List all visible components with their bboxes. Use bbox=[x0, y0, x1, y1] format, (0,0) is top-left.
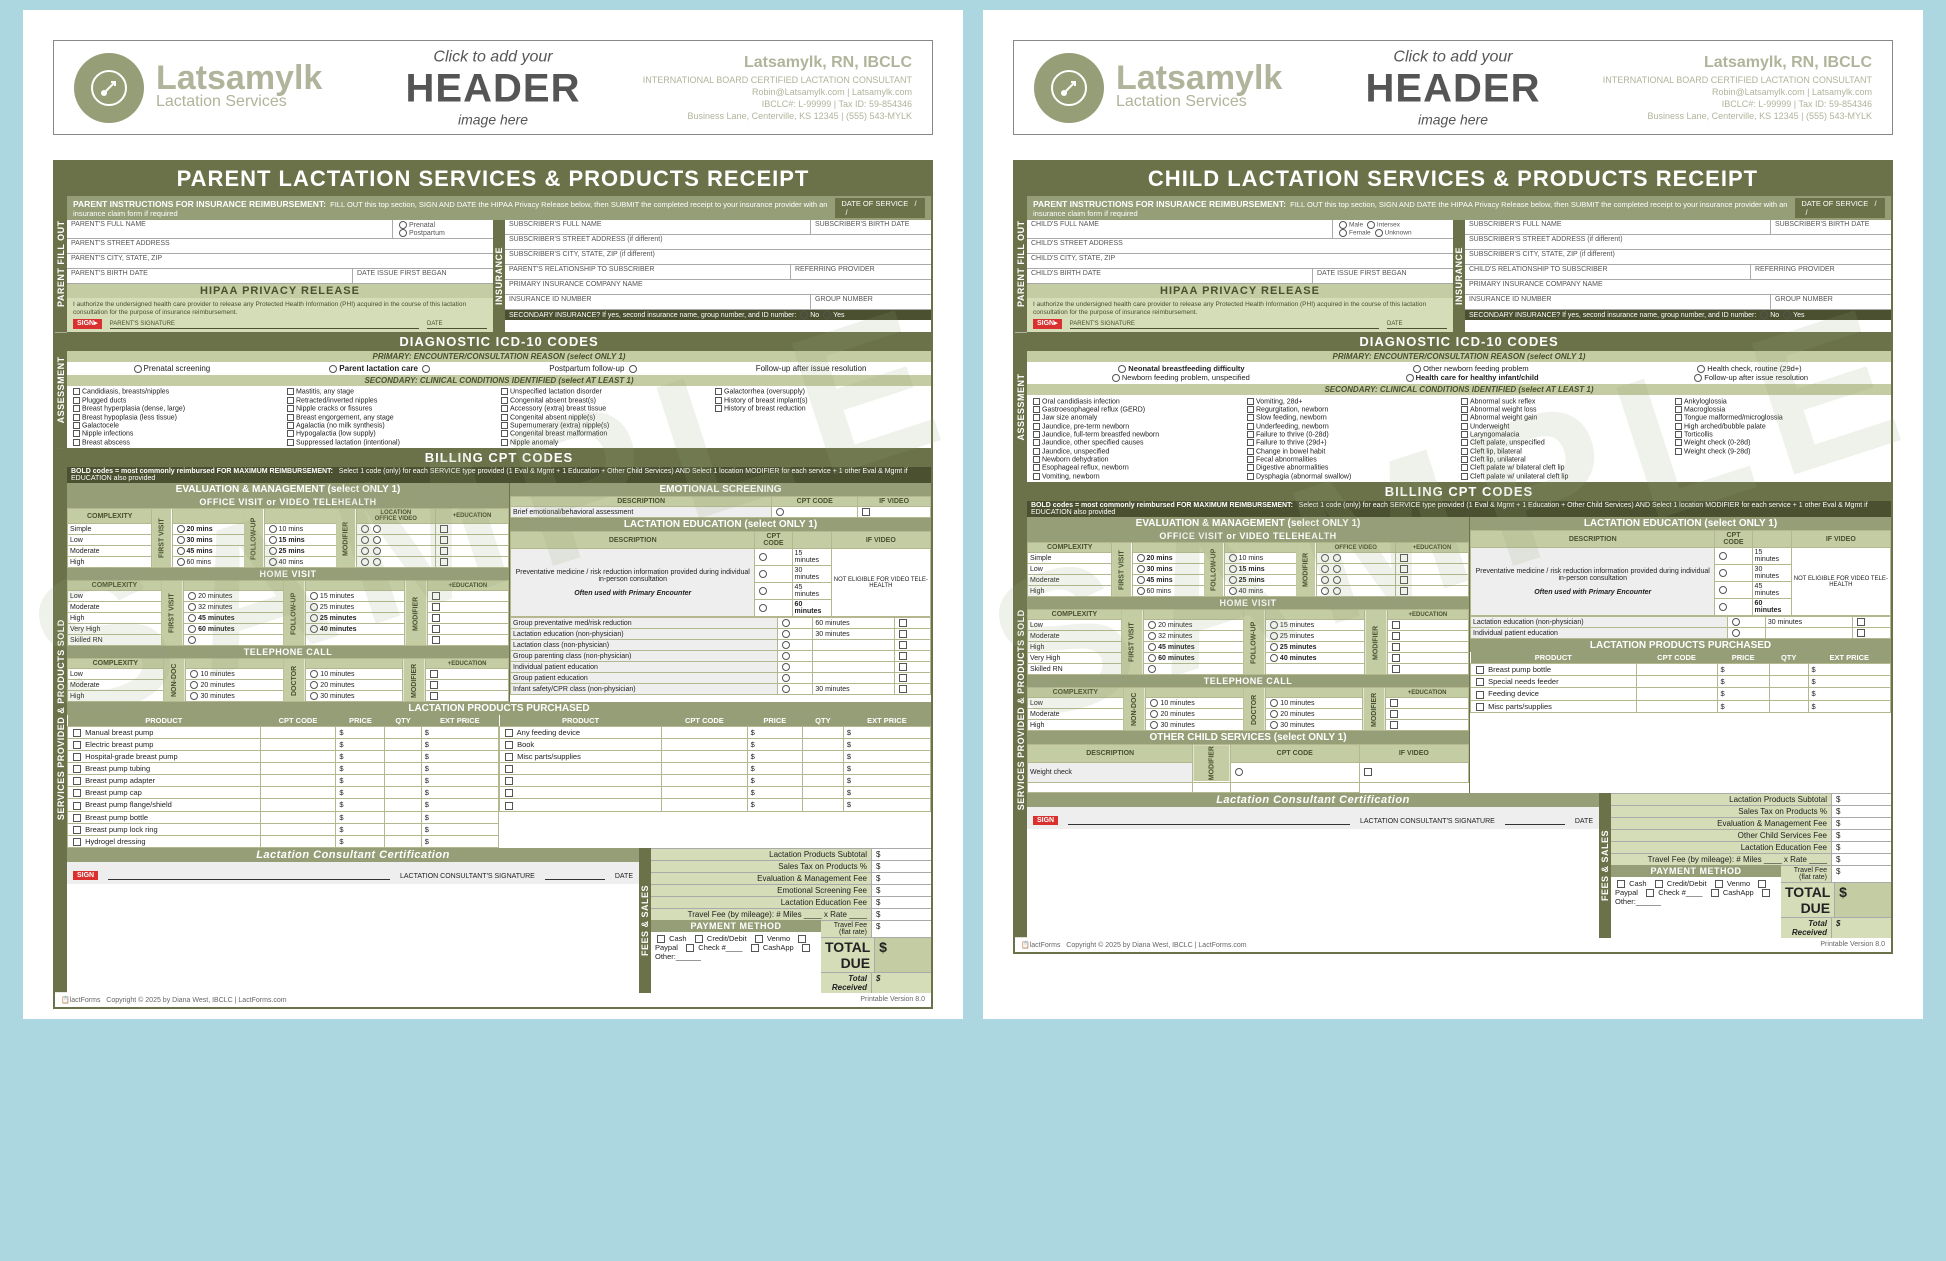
field-parent-csz[interactable]: PARENT'S CITY, STATE, ZIP bbox=[67, 254, 493, 268]
header-cta[interactable]: Click to add your HEADER image here bbox=[1366, 48, 1541, 127]
icd-conditions-grid[interactable]: Candidiasis, breasts/nipplesMastitis, an… bbox=[67, 386, 931, 448]
office-visit-table[interactable]: COMPLEXITYFIRST VISITFOLLOW-UPMODIFIERLO… bbox=[67, 508, 509, 568]
emotional-table[interactable]: DESCRIPTIONCPT CODEIF VIDEO Brief emotio… bbox=[510, 496, 931, 518]
field-parent-bd[interactable]: PARENT'S BIRTH DATE bbox=[67, 269, 353, 283]
icd-title: DIAGNOSTIC ICD-10 CODES bbox=[67, 332, 931, 351]
icd-primary-grid[interactable]: Neonatal breastfeeding difficulty Other … bbox=[1027, 362, 1891, 384]
payment-method[interactable]: Cash Credit/Debit Venmo Paypal Check #__… bbox=[651, 932, 821, 963]
logo-icon bbox=[1034, 53, 1104, 123]
vlabel-insurance: INSURANCE bbox=[493, 220, 505, 332]
header-box: Latsamylk Lactation Services Click to ad… bbox=[1013, 40, 1893, 135]
sign-icon: SIGN bbox=[73, 871, 98, 880]
cpt-title: BILLING CPT CODES bbox=[67, 448, 931, 467]
totals-block: Lactation Products Subtotal$Sales Tax on… bbox=[651, 848, 931, 993]
child-page: SAMPLE Latsamylk Lactation Services Clic… bbox=[983, 10, 1923, 1019]
child-products-table[interactable]: PRODUCTCPT CODEPRICEQTYEXT PRICE Breast … bbox=[1470, 652, 1891, 712]
brand-block: Latsamylk Lactation Services bbox=[156, 64, 322, 111]
brand-name: Latsamylk bbox=[156, 64, 322, 93]
sign-arrow-icon: SIGN▸ bbox=[1033, 319, 1062, 329]
logo-icon bbox=[74, 53, 144, 123]
header-cta[interactable]: Click to add your HEADER image here bbox=[406, 48, 581, 127]
parent-page: SAMPLE Latsamylk Lactation Services Clic… bbox=[23, 10, 963, 1019]
vlabel-fees: FEES & SALES bbox=[639, 848, 651, 993]
form-title: PARENT LACTATION SERVICES & PRODUCTS REC… bbox=[55, 162, 931, 196]
footer: 📋lactForms Copyright © 2025 by Diana Wes… bbox=[55, 993, 931, 1007]
education-rows-table[interactable]: Group preventative med/risk reduction60 … bbox=[510, 617, 931, 695]
parent-form: PARENT LACTATION SERVICES & PRODUCTS REC… bbox=[53, 160, 933, 1009]
header-box: Latsamylk Lactation Services Click to ad… bbox=[53, 40, 933, 135]
field-date-issue[interactable]: DATE ISSUE FIRST BEGAN bbox=[353, 269, 493, 283]
vlabel-parent-fillout: PARENT FILL OUT bbox=[55, 196, 67, 332]
cpt-note: BOLD codes = most commonly reimbursed FO… bbox=[67, 467, 931, 483]
hipaa-box: I authorize the undersigned health care … bbox=[67, 298, 493, 332]
products-left-table[interactable]: PRODUCTCPT CODEPRICEQTYEXT PRICE Manual … bbox=[67, 715, 499, 847]
vlabel-assessment: ASSESSMENT bbox=[55, 332, 67, 448]
sign-icon: SIGN bbox=[1033, 816, 1058, 825]
instructions-bar: PARENT INSTRUCTIONS FOR INSURANCE REIMBU… bbox=[67, 196, 931, 220]
icd-conditions-grid[interactable]: Oral candidiasis infectionVomiting, 28d+… bbox=[1027, 395, 1891, 482]
home-visit-table[interactable]: COMPLEXITYFIRST VISITFOLLOW-UPMODIFIER+E… bbox=[67, 580, 509, 646]
consultant-signature[interactable]: SIGN LACTATION CONSULTANT'S SIGNATURE DA… bbox=[67, 862, 639, 884]
hipaa-title: HIPAA PRIVACY RELEASE bbox=[67, 284, 493, 298]
education-table[interactable]: DESCRIPTIONCPT CODEIF VIDEO Preventative… bbox=[510, 531, 931, 617]
icd-primary-row[interactable]: Prenatal screening Parent lactation care… bbox=[67, 362, 931, 375]
sign-arrow-icon: SIGN▸ bbox=[73, 319, 102, 329]
products-right-table[interactable]: PRODUCTCPT CODEPRICEQTYEXT PRICE Any fee… bbox=[499, 715, 931, 811]
provider-info: Latsamylk, RN, IBCLC INTERNATIONAL BOARD… bbox=[643, 52, 912, 122]
field-parent-street[interactable]: PARENT'S STREET ADDRESS bbox=[67, 239, 493, 253]
telephone-table[interactable]: COMPLEXITYNON-DOCDOCTORMODIFIER+EDUCATIO… bbox=[67, 658, 509, 702]
field-parent-name[interactable]: PARENT'S FULL NAME bbox=[67, 220, 393, 238]
secondary-ins[interactable]: SECONDARY INSURANCE? If yes, second insu… bbox=[505, 310, 931, 320]
form-title: CHILD LACTATION SERVICES & PRODUCTS RECE… bbox=[1015, 162, 1891, 196]
child-form: CHILD LACTATION SERVICES & PRODUCTS RECE… bbox=[1013, 160, 1893, 954]
vlabel-services: SERVICES PROVIDED & PRODUCTS SOLD bbox=[55, 448, 67, 992]
